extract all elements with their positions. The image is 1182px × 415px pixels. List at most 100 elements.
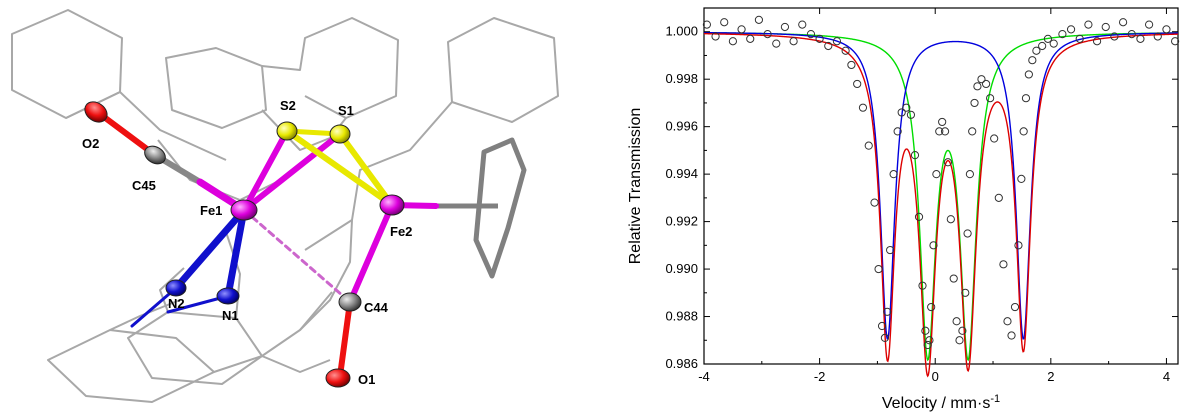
label-fe1: Fe1 (200, 203, 222, 218)
atom-o2 (84, 101, 108, 123)
data-point (858, 103, 868, 112)
data-point (847, 60, 856, 70)
bonds (97, 111, 439, 379)
data-point (906, 110, 916, 119)
data-point (943, 158, 953, 167)
data-point (994, 193, 1003, 202)
data-point (877, 321, 887, 331)
data-point (999, 260, 1008, 269)
data-point (853, 79, 862, 89)
data-point (1101, 22, 1110, 32)
data-point (961, 288, 970, 297)
data-point (968, 127, 977, 136)
data-point (1136, 34, 1145, 43)
ligand-wireframe (11, 9, 559, 403)
fit-component-curve (703, 32, 1179, 362)
atom-fe1 (230, 199, 258, 221)
data-point (981, 79, 991, 89)
data-point (1007, 331, 1016, 340)
data-point (925, 336, 934, 345)
data-point (1171, 37, 1180, 46)
y-tick-label: 0.990 (665, 261, 698, 276)
data-point (870, 198, 879, 207)
data-point (1028, 56, 1037, 65)
y-tick-label: 0.994 (665, 166, 698, 181)
data-point (1127, 30, 1136, 39)
data-point (935, 127, 944, 136)
fit-curves (703, 31, 1179, 378)
data-point (883, 307, 892, 316)
data-point (1118, 18, 1128, 27)
data-point (1019, 127, 1028, 136)
label-s1: S1 (338, 103, 354, 118)
label-c44: C44 (364, 300, 389, 315)
molecular-structure: O2 C45 Fe1 S2 S1 Fe2 N2 N1 C44 O1 (11, 9, 559, 403)
data-point (929, 241, 938, 250)
data-point (832, 37, 842, 46)
data-point (874, 264, 883, 274)
data-point (914, 212, 924, 221)
data-point (754, 15, 764, 24)
phenyl-ring (436, 137, 527, 279)
data-point (940, 127, 950, 136)
atom-c44 (338, 292, 362, 312)
data-point (1017, 174, 1026, 183)
data-point (977, 75, 986, 84)
label-n2: N2 (168, 296, 185, 311)
y-tick-label: 0.988 (665, 309, 698, 324)
data-point (910, 151, 920, 160)
data-point (949, 274, 958, 283)
atom-fe2 (379, 194, 405, 216)
y-tick-label: 0.998 (665, 71, 698, 86)
x-tick-label: 4 (1163, 369, 1170, 384)
atom-o1 (325, 368, 351, 388)
x-tick-label: 2 (1047, 369, 1054, 384)
data-point (772, 39, 781, 48)
data-point (889, 170, 898, 179)
data-point (955, 336, 964, 345)
y-axis-label: Relative Transmission (627, 108, 644, 265)
data-point (946, 215, 955, 224)
fit-component-curve (703, 31, 1178, 340)
data-point (965, 170, 974, 179)
data-point (1003, 317, 1012, 326)
data-point (918, 281, 927, 290)
label-fe2: Fe2 (390, 224, 412, 239)
data-point (1110, 32, 1119, 41)
data-point (711, 32, 720, 41)
data-point (886, 245, 895, 255)
x-axis-label-text: Velocity / mm·s (882, 395, 990, 412)
data-point (737, 25, 746, 34)
plot-area (703, 7, 1179, 365)
label-o1: O1 (358, 372, 375, 387)
label-o2: O2 (82, 136, 99, 151)
label-c45: C45 (132, 178, 156, 193)
data-point (806, 30, 816, 39)
data-point (815, 34, 824, 43)
data-point (728, 37, 737, 46)
data-point (893, 127, 902, 136)
x-axis-label: Velocity / mm·s-1 (882, 393, 1000, 412)
data-point (864, 141, 873, 150)
data-point (932, 170, 941, 179)
data-point (952, 317, 961, 326)
data-point (824, 41, 833, 51)
data-point (1145, 20, 1154, 29)
atom-n1 (216, 287, 240, 305)
data-points (702, 15, 1180, 350)
data-point (902, 103, 911, 112)
atom-c45 (144, 145, 166, 165)
atom-s2 (276, 121, 298, 141)
x-tick-label: -4 (698, 369, 710, 384)
data-point (1021, 94, 1031, 103)
data-point (746, 34, 755, 43)
data-point (1084, 20, 1093, 29)
data-point (720, 18, 729, 27)
y-axis-ticks: 0.986 0.988 0.990 0.992 0.994 0.996 0.998 1.000 (665, 24, 1178, 371)
data-point (841, 46, 850, 55)
data-point (798, 20, 807, 29)
data-point (1092, 37, 1102, 46)
x-tick-label: 0 (932, 369, 939, 384)
y-tick-label: 0.992 (665, 214, 698, 229)
data-point (973, 82, 982, 91)
